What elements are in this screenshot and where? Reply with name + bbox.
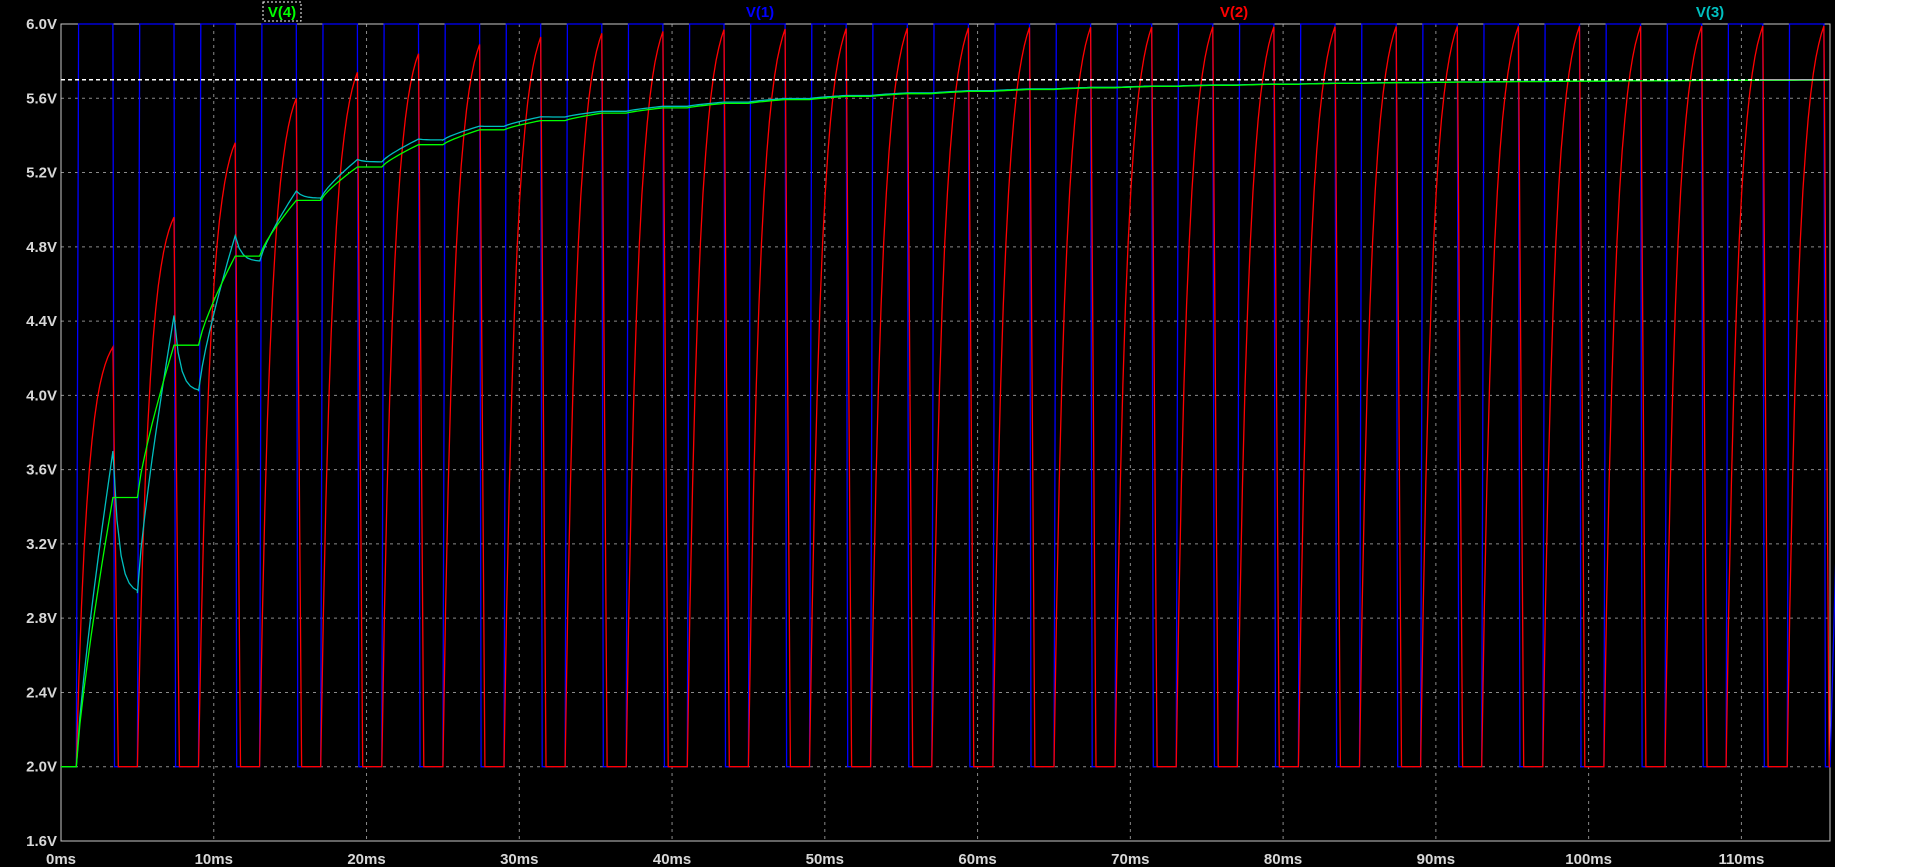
y-tick-label: 3.2V bbox=[26, 536, 57, 553]
y-axis-labels: 1.6V 2.0V 2.4V 2.8V 3.2V 3.6V 4.0V 4.4V 4.8V 5.2V… bbox=[26, 16, 57, 850]
trace-label-v4: V(4) bbox=[268, 4, 296, 21]
trace-label-v1: V(1) bbox=[746, 4, 774, 21]
x-tick-label: 100ms bbox=[1565, 851, 1612, 867]
y-tick-label: 3.6V bbox=[26, 462, 57, 479]
traces bbox=[61, 23, 1835, 768]
trace-labels: V(4) V(1) V(2) V(3) bbox=[262, 1, 1724, 22]
x-tick-label: 10ms bbox=[195, 851, 233, 867]
x-tick-label: 110ms bbox=[1718, 851, 1764, 867]
y-tick-label: 1.6V bbox=[26, 833, 57, 850]
x-tick-label: 20ms bbox=[347, 851, 385, 867]
y-tick-label: 5.6V bbox=[26, 90, 57, 107]
y-tick-label: 6.0V bbox=[26, 16, 57, 33]
y-tick-label: 2.0V bbox=[26, 759, 57, 776]
y-tick-label: 4.4V bbox=[26, 313, 57, 330]
trace-label-v2: V(2) bbox=[1220, 4, 1248, 21]
series-v4-line bbox=[61, 79, 1828, 768]
x-tick-label: 70ms bbox=[1111, 851, 1149, 867]
x-tick-label: 30ms bbox=[500, 851, 538, 867]
trace-label-v3: V(3) bbox=[1696, 4, 1724, 21]
x-tick-label: 40ms bbox=[653, 851, 691, 867]
series-v2-line bbox=[61, 25, 1830, 768]
trace-label-selection-box bbox=[262, 1, 302, 22]
x-tick-label: 90ms bbox=[1417, 851, 1455, 867]
y-tick-label: 4.8V bbox=[26, 239, 57, 256]
x-tick-label: 60ms bbox=[958, 851, 996, 867]
x-tick-label: 80ms bbox=[1264, 851, 1302, 867]
y-tick-label: 2.8V bbox=[26, 610, 57, 627]
waveform-chart: 1.6V 2.0V 2.4V 2.8V 3.2V 3.6V 4.0V 4.4V 4.8V 5.2V… bbox=[26, 1, 1835, 867]
x-tick-label: 0ms bbox=[46, 851, 76, 867]
x-axis-labels: 0ms 10ms 20ms 30ms 40ms 50ms 60ms 70ms 80ms 90ms 1… bbox=[46, 851, 1764, 867]
plot-area: 1.6V 2.0V 2.4V 2.8V 3.2V 3.6V 4.0V 4.4V 4.8V 5.2V… bbox=[0, 0, 1835, 867]
y-tick-label: 4.0V bbox=[26, 387, 57, 404]
y-tick-label: 2.4V bbox=[26, 684, 57, 701]
grid bbox=[60, 23, 1830, 842]
x-tick-label: 50ms bbox=[806, 851, 844, 867]
y-tick-label: 5.2V bbox=[26, 165, 57, 182]
